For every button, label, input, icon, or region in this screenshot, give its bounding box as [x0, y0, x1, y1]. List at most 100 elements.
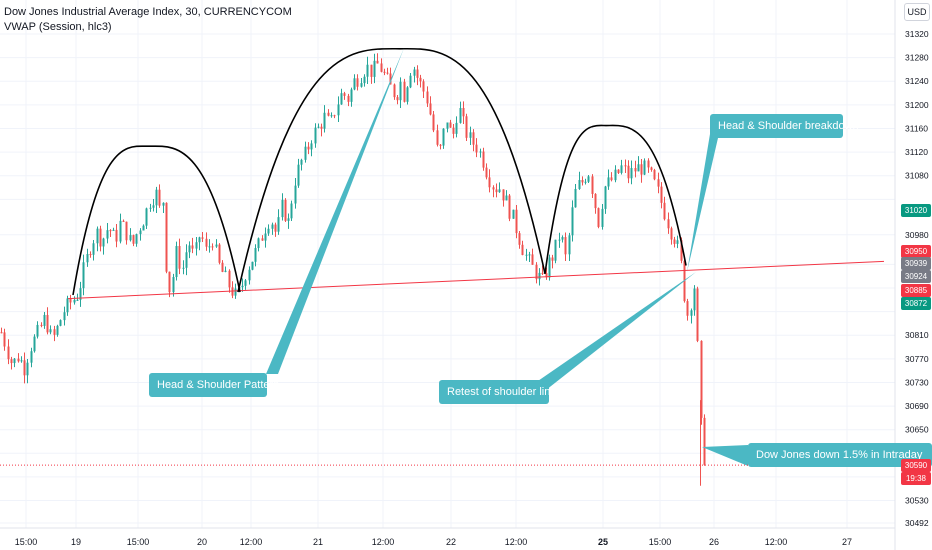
candle-body — [49, 329, 52, 333]
candle-body — [125, 221, 128, 241]
candle-body — [99, 228, 102, 247]
candle-body — [389, 73, 392, 85]
callout-breakdown[interactable]: Head & Shoulder breakdown — [710, 114, 859, 138]
time-tick-label: 12:00 — [240, 537, 263, 547]
candle-body — [630, 168, 633, 179]
candle-body — [373, 60, 376, 77]
candle-body — [459, 108, 462, 123]
candle-body — [353, 78, 356, 90]
candle-body — [690, 310, 693, 316]
price-tag: 19:38 — [901, 472, 931, 485]
candle-body — [115, 229, 118, 242]
candle-body — [693, 288, 696, 311]
candle-body — [350, 89, 353, 102]
study-label[interactable]: VWAP (Session, hlc3) — [4, 21, 112, 33]
candle-body — [287, 218, 290, 221]
candle-body — [178, 246, 181, 269]
candle-body — [452, 127, 455, 134]
callout-pointer-down — [702, 445, 748, 466]
candle-body — [488, 177, 491, 188]
candle-body — [112, 229, 115, 231]
candle-body — [152, 205, 155, 208]
price-tick-label: 30980 — [905, 230, 929, 240]
candle-body — [521, 244, 524, 256]
candle-body — [551, 257, 554, 261]
candle-body — [86, 254, 89, 263]
candle-body — [601, 208, 604, 227]
candle-body — [667, 219, 670, 229]
candle-body — [419, 77, 422, 82]
candle-body — [429, 103, 432, 115]
candle-body — [670, 228, 673, 240]
candle-body — [558, 239, 561, 241]
callout-pointer-pattern — [266, 48, 404, 374]
candle-body — [320, 126, 323, 129]
candle-body — [498, 189, 501, 193]
candle-body — [363, 76, 366, 84]
candle-body — [531, 254, 534, 265]
candle-body — [561, 237, 564, 240]
time-tick-label: 27 — [842, 537, 852, 547]
candle-body — [366, 64, 369, 77]
candle-body — [436, 130, 439, 145]
candle-body — [356, 78, 359, 87]
candle-body — [129, 235, 132, 241]
candle-body — [191, 245, 194, 249]
candle-body — [165, 202, 168, 272]
currency-badge[interactable]: USD — [904, 3, 930, 21]
candle-body — [568, 235, 571, 255]
candle-body — [76, 299, 79, 301]
candle-body — [657, 179, 660, 187]
price-tick-label: 31080 — [905, 171, 929, 181]
price-tick-label: 31200 — [905, 100, 929, 110]
candle-body — [386, 72, 389, 74]
candle-body — [271, 224, 274, 229]
candle-body — [17, 358, 20, 362]
candle-body — [33, 336, 36, 352]
candle-body — [370, 64, 373, 77]
candle-body — [63, 312, 66, 321]
candle-body — [432, 114, 435, 131]
price-tick-label: 30730 — [905, 377, 929, 387]
candle-body — [172, 277, 175, 293]
candle-body — [106, 230, 109, 239]
candle-body — [317, 126, 320, 128]
candle-body — [564, 237, 567, 255]
time-tick-label: 12:00 — [372, 537, 395, 547]
candle-body — [297, 164, 300, 186]
callout-retest[interactable]: Retest of shoulder line — [439, 380, 556, 404]
price-tick-label: 30690 — [905, 401, 929, 411]
candle-body — [696, 288, 699, 341]
candle-body — [248, 269, 251, 281]
candle-body — [597, 208, 600, 227]
chart-legend: Dow Jones Industrial Average Index, 30, … — [4, 4, 292, 34]
candle-body — [650, 167, 653, 170]
symbol-title[interactable]: Dow Jones Industrial Average Index, 30, … — [4, 6, 292, 18]
candle-body — [660, 186, 663, 203]
price-tick-label: 30810 — [905, 330, 929, 340]
callout-head-shoulder-pattern[interactable]: Head & Shoulder Pattern — [149, 373, 279, 397]
candle-body — [647, 160, 650, 168]
candle-body — [673, 239, 676, 244]
price-tag: 30939 — [901, 257, 931, 270]
candle-body — [73, 299, 76, 303]
candle-body — [254, 248, 257, 262]
candle-body — [584, 181, 587, 183]
candle-body — [281, 199, 284, 218]
candle-body — [284, 199, 287, 221]
candle-body — [663, 202, 666, 220]
candle-body — [634, 168, 637, 172]
candle-body — [637, 164, 640, 172]
candle-body — [0, 332, 3, 334]
candle-body — [185, 252, 188, 268]
candle-body — [244, 280, 247, 286]
candle-body — [416, 69, 419, 78]
candle-body — [149, 207, 152, 209]
candle-body — [574, 188, 577, 208]
price-tick-label: 30492 — [905, 518, 929, 528]
candle-body — [96, 228, 99, 244]
candle-body — [337, 104, 340, 116]
candle-body — [36, 324, 39, 337]
